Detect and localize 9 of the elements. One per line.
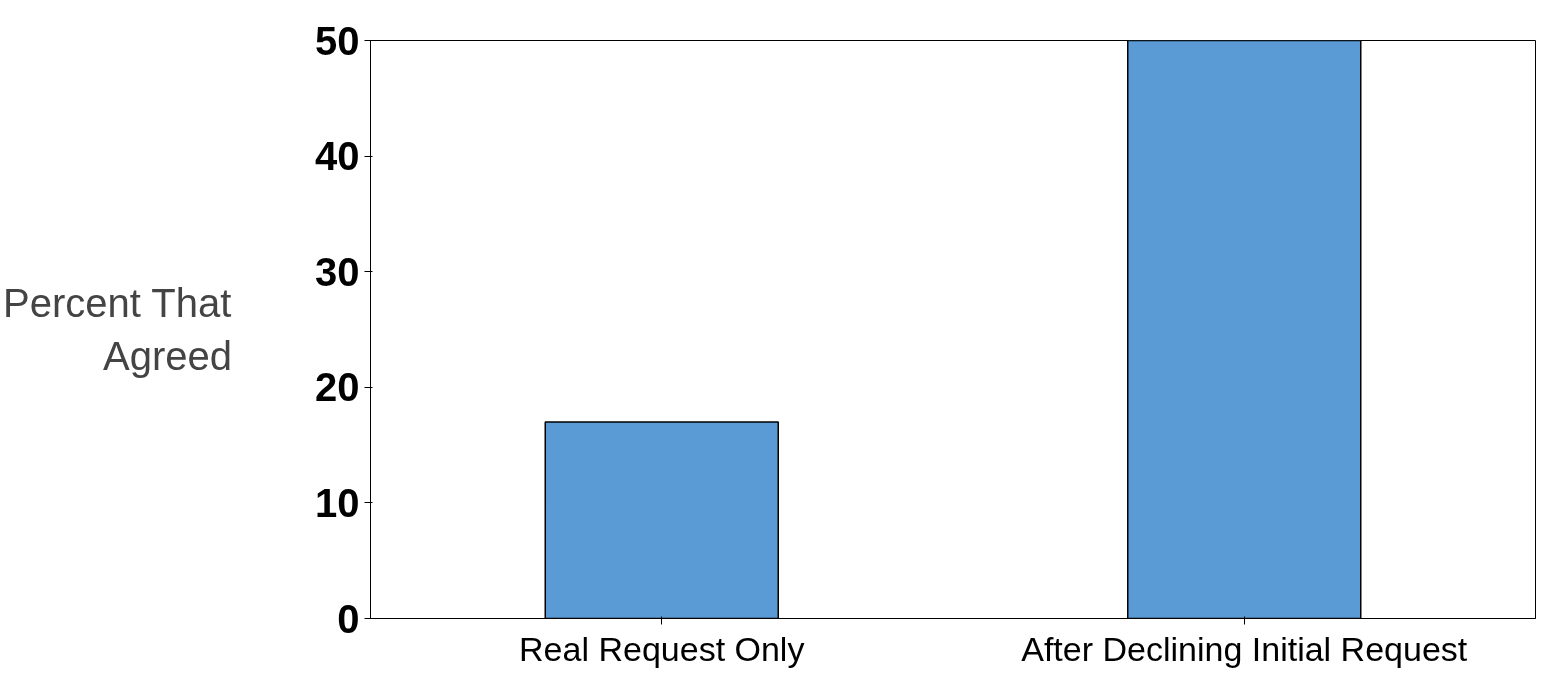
y-tick-label: 50 (315, 18, 360, 63)
y-axis-title: Percent That Agreed (3, 281, 233, 378)
y-tick-label: 30 (315, 249, 360, 294)
x-tick-label: After Declining Initial Request (1021, 629, 1468, 668)
y-tick-label: 40 (315, 134, 360, 179)
y-tick-label: 20 (315, 365, 360, 410)
y-tick-label: 0 (337, 596, 360, 641)
y-tick-label: 10 (315, 480, 360, 525)
x-tick-label: Real Request Only (519, 629, 805, 668)
